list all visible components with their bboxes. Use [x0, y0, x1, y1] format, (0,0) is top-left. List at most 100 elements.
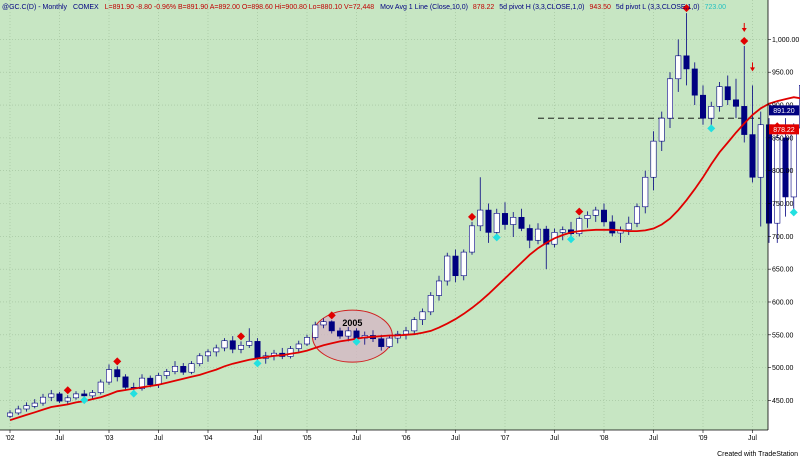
candle-body — [64, 397, 71, 402]
candle-body — [716, 86, 723, 107]
candle-body — [658, 117, 665, 142]
quote-label: L=891.90 -8.80 -0.96% B=891.90 A=892.00 … — [105, 4, 375, 11]
y-tick-label: 850.00 — [772, 135, 794, 142]
candle-body — [122, 376, 129, 388]
candle-body — [534, 228, 541, 241]
y-tick-label: 500.00 — [772, 365, 794, 372]
candle-body — [435, 280, 442, 296]
candle-body — [501, 213, 508, 225]
pivot-high-marker — [327, 311, 336, 320]
y-tick-label: 600.00 — [772, 299, 794, 306]
candle-body — [765, 124, 772, 224]
candle-body — [782, 137, 789, 198]
candle-body — [444, 255, 451, 282]
candle-body — [378, 338, 385, 347]
indicator3-label: 5d pivot L (3,3,CLOSE,1,0) — [616, 4, 700, 11]
x-tick-label: Jul — [451, 435, 460, 442]
x-tick-label: Jul — [550, 435, 559, 442]
moving-average-layer — [9, 96, 800, 422]
down-arrow-head — [741, 27, 747, 32]
symbol-label: @GC.C(D) - Monthly — [2, 4, 68, 11]
pivot-low-marker — [567, 235, 575, 244]
plot-area — [0, 0, 768, 430]
candle-body — [526, 228, 533, 241]
x-tick-label: Jul — [55, 435, 64, 442]
candle-body — [609, 221, 616, 234]
candle-body — [15, 408, 22, 414]
x-tick-label: '03 — [104, 435, 113, 442]
candle-body — [303, 337, 310, 345]
candle-body — [666, 78, 673, 119]
x-tick-label: Jul — [253, 435, 262, 442]
pivot-low-marker — [789, 208, 798, 217]
x-tick-label: '09 — [698, 435, 707, 442]
candle-body — [724, 86, 731, 101]
candle-body — [196, 355, 203, 364]
pivot-low-marker — [492, 233, 501, 242]
candle-body — [345, 330, 352, 337]
candles — [7, 13, 800, 419]
x-tick-label: Jul — [748, 435, 757, 442]
candle-body — [180, 366, 187, 373]
candle-body — [386, 337, 393, 347]
candle-body — [221, 340, 228, 349]
pivot-high-marker — [575, 207, 584, 216]
pivot-low-marker — [253, 359, 262, 368]
candle-body — [633, 206, 640, 224]
candle-body — [757, 124, 764, 178]
candle-body — [559, 229, 566, 233]
candle-body — [320, 321, 327, 326]
x-tick-label: '02 — [5, 435, 14, 442]
pivot-high-marker — [740, 36, 749, 45]
candle-body — [683, 55, 690, 70]
candle-body — [493, 213, 500, 233]
candle-body — [147, 377, 154, 386]
candle-body — [774, 137, 781, 224]
candle-body — [106, 369, 113, 383]
ellipse-label-2005: 2005 — [342, 318, 362, 328]
footer-credit: Created with TradeStation — [717, 451, 798, 458]
pivot-low-marker — [707, 124, 716, 133]
x-tick-label: '07 — [500, 435, 509, 442]
last-price-tag — [769, 105, 799, 116]
candle-body — [485, 209, 492, 233]
x-tick-label: '04 — [203, 435, 212, 442]
pivot-low-marker — [129, 389, 138, 398]
candle-body — [460, 251, 467, 277]
candle-body — [353, 330, 360, 339]
candle-body — [576, 218, 583, 235]
mavg-price-tag-label: 878.22 — [773, 127, 795, 134]
y-tick-label: 750.00 — [772, 201, 794, 208]
down-arrow-head — [750, 67, 755, 72]
candle-body — [518, 216, 525, 229]
candle-body — [246, 341, 253, 346]
candle-body — [81, 393, 88, 397]
candle-body — [708, 106, 715, 119]
candle-body — [328, 321, 335, 332]
candle-body — [543, 228, 550, 245]
candle-body — [31, 402, 38, 407]
pivot-high-marker — [237, 332, 245, 341]
candle-body — [427, 295, 434, 313]
candle-body — [48, 393, 55, 398]
candle-body — [625, 222, 632, 231]
pivot-markers — [63, 4, 798, 405]
candle-body — [699, 94, 706, 119]
candle-body — [411, 319, 418, 332]
candle-body — [402, 330, 409, 335]
y-tick-label: 800.00 — [772, 168, 794, 175]
x-tick-label: '05 — [302, 435, 311, 442]
candle-body — [600, 209, 607, 223]
y-tick-label: 950.00 — [772, 70, 794, 77]
indicator3-value: 723.00 — [705, 4, 727, 11]
indicator2-label: 5d pivot H (3,3,CLOSE,1,0) — [499, 4, 584, 11]
candle-body — [139, 377, 146, 389]
x-tick-label: '08 — [599, 435, 608, 442]
candle-body — [336, 330, 343, 337]
x-tick-label: Jul — [649, 435, 658, 442]
candle-body — [39, 396, 46, 404]
y-tick-label: 450.00 — [772, 398, 794, 405]
pivot-high-marker — [682, 4, 691, 13]
